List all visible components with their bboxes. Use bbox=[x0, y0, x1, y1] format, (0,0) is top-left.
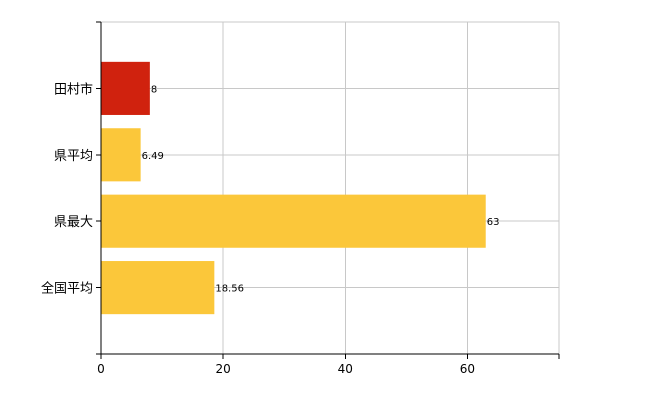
bars bbox=[101, 61, 486, 315]
category-label: 県平均 bbox=[54, 149, 93, 164]
x-tick-label: 60 bbox=[460, 362, 475, 376]
bar-4 bbox=[101, 261, 215, 315]
x-tick-label: 0 bbox=[97, 362, 105, 376]
category-label: 田村市 bbox=[54, 81, 93, 97]
grid bbox=[101, 21, 560, 354]
axes bbox=[96, 21, 560, 359]
bar-3 bbox=[101, 194, 486, 248]
bar-1 bbox=[101, 61, 150, 115]
labels: 8 田村市 6.49 県平均 63 県最大 18.56 全国平均 0 20 40 60 bbox=[41, 81, 499, 376]
category-label: 県最大 bbox=[54, 215, 93, 230]
value-label: 18.56 bbox=[215, 284, 244, 295]
value-label: 63 bbox=[487, 217, 500, 228]
x-tick-label: 40 bbox=[338, 362, 353, 376]
category-label: 全国平均 bbox=[41, 281, 93, 297]
value-label: 6.49 bbox=[142, 151, 164, 162]
value-label: 8 bbox=[151, 84, 157, 95]
bar-2 bbox=[101, 128, 141, 182]
x-tick-label: 20 bbox=[215, 362, 230, 376]
